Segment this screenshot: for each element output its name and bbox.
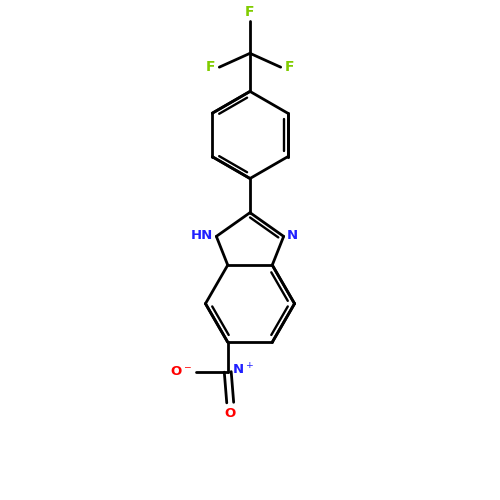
Text: F: F xyxy=(245,4,255,18)
Text: O: O xyxy=(224,406,236,420)
Text: N$^+$: N$^+$ xyxy=(232,362,254,378)
Text: HN: HN xyxy=(190,229,213,242)
Text: N: N xyxy=(287,229,298,242)
Text: F: F xyxy=(206,60,215,74)
Text: O$^-$: O$^-$ xyxy=(170,366,192,378)
Text: F: F xyxy=(285,60,294,74)
